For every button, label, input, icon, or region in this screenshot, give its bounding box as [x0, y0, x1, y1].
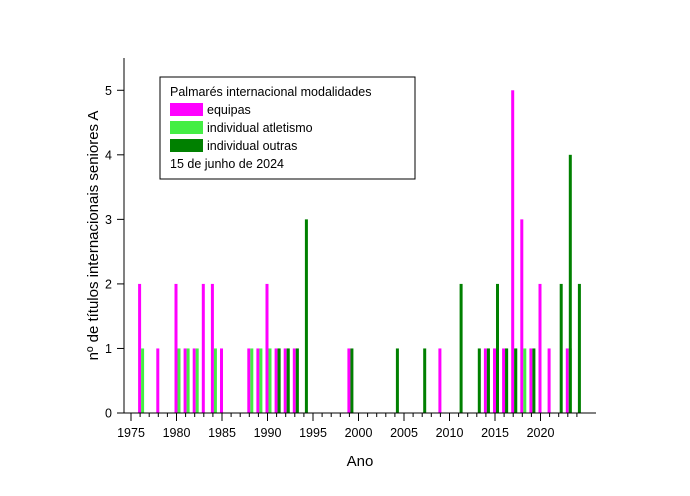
bar-individual-atletismo-2019 [523, 348, 527, 413]
bar-individual-atletismo-1985 [213, 348, 217, 413]
bar-individual-outras-2014 [477, 348, 481, 413]
bar-individual-outras-1993 [286, 348, 290, 413]
bar-individual-outras-2025 [577, 283, 581, 413]
bar-individual-outras-1992 [277, 348, 281, 413]
bar-individual-atletismo-1990 [259, 348, 263, 413]
y-tick-label: 4 [105, 148, 112, 162]
legend-swatch-individual-atletismo [170, 121, 203, 134]
bar-equipas-1986 [220, 348, 223, 413]
bar-individual-outras-2012 [459, 283, 463, 413]
bar-individual-outras-2023 [559, 283, 563, 413]
bar-individual-outras-2018 [514, 348, 518, 413]
bar-equipas-2010 [438, 348, 442, 413]
x-tick-label: 2000 [345, 426, 373, 440]
bar-equipas-2020 [529, 348, 533, 413]
y-axis-title: nº de títulos internacionais seniores A [85, 111, 102, 361]
bar-equipas-1985 [210, 283, 214, 413]
x-tick-label: 2015 [481, 426, 509, 440]
bar-equipas-1990 [256, 348, 260, 413]
bar-equipas-2000 [347, 348, 351, 413]
bar-equipas-2021 [538, 283, 542, 413]
bar-individual-outras-2020 [532, 348, 536, 413]
x-axis-title: Ano [347, 453, 374, 470]
bar-equipas-1984 [201, 283, 205, 413]
legend-label-individual-atletismo: individual atletismo [207, 121, 313, 135]
bar-individual-atletismo-1981 [177, 348, 181, 413]
legend-swatch-individual-outras [170, 139, 203, 152]
bar-equipas-2019 [520, 219, 524, 413]
bar-individual-atletismo-1983 [195, 348, 199, 413]
bar-equipas-2024 [565, 348, 569, 413]
x-tick-label: 1975 [117, 426, 145, 440]
bar-individual-outras-1994 [295, 348, 299, 413]
bar-individual-outras-2005 [395, 348, 399, 413]
bar-equipas-1981 [174, 283, 178, 413]
bar-individual-outras-2008 [423, 348, 427, 413]
bar-equipas-2016 [493, 348, 496, 413]
axes-layer [123, 58, 596, 414]
legend-title: Palmarés internacional modalidades [170, 85, 372, 99]
bar-equipas-2018 [511, 90, 515, 413]
bars-layer [138, 90, 581, 413]
bar-equipas-1993 [283, 348, 287, 413]
bar-equipas-1992 [274, 348, 278, 413]
legend: Palmarés internacional modalidades equip… [159, 76, 416, 180]
bar-individual-outras-2017 [505, 348, 509, 413]
bar-individual-outras-2000 [350, 348, 354, 413]
bar-equipas-1994 [292, 348, 296, 413]
bar-equipas-1991 [265, 283, 269, 413]
x-tick-label: 1990 [254, 426, 282, 440]
ticks-layer: 0 1 2 3 4 5 1975 1980 1985 1990 1995 2000 2005 2010 20… [105, 84, 578, 440]
bar-individual-outras-2016 [496, 283, 499, 413]
bar-equipas-1983 [192, 348, 196, 413]
x-tick-label: 1985 [208, 426, 236, 440]
legend-swatch-equipas [170, 103, 203, 116]
bar-individual-outras-2015 [486, 348, 490, 413]
legend-label-equipas: equipas [207, 103, 251, 117]
y-tick-label: 5 [105, 84, 112, 98]
bar-individual-atletismo-1982 [186, 348, 190, 413]
bar-equipas-2017 [502, 348, 506, 413]
y-tick-label: 0 [105, 407, 112, 421]
bar-individual-atletismo-1991 [268, 348, 272, 413]
y-tick-label: 3 [105, 213, 112, 227]
bar-individual-atletismo-1977 [141, 348, 145, 413]
bar-equipas-2015 [483, 348, 487, 413]
x-tick-label: 2020 [527, 426, 555, 440]
y-tick-label: 2 [105, 277, 112, 291]
legend-note-date: 15 de junho de 2024 [170, 157, 284, 171]
y-tick-label: 1 [105, 342, 112, 356]
bar-equipas-1989 [247, 348, 251, 413]
bar-equipas-1977 [138, 283, 142, 413]
bar-individual-outras-2024 [568, 154, 572, 413]
x-tick-label: 2005 [390, 426, 418, 440]
bar-individual-atletismo-1989 [250, 348, 254, 413]
x-tick-label: 1995 [299, 426, 327, 440]
x-tick-label: 2010 [436, 426, 464, 440]
x-tick-label: 1980 [163, 426, 191, 440]
legend-label-individual-outras: individual outras [207, 139, 297, 153]
bar-equipas-1979 [156, 348, 160, 413]
bar-equipas-2022 [547, 348, 551, 413]
bar-equipas-1982 [183, 348, 187, 413]
bar-individual-outras-1995 [304, 219, 308, 413]
